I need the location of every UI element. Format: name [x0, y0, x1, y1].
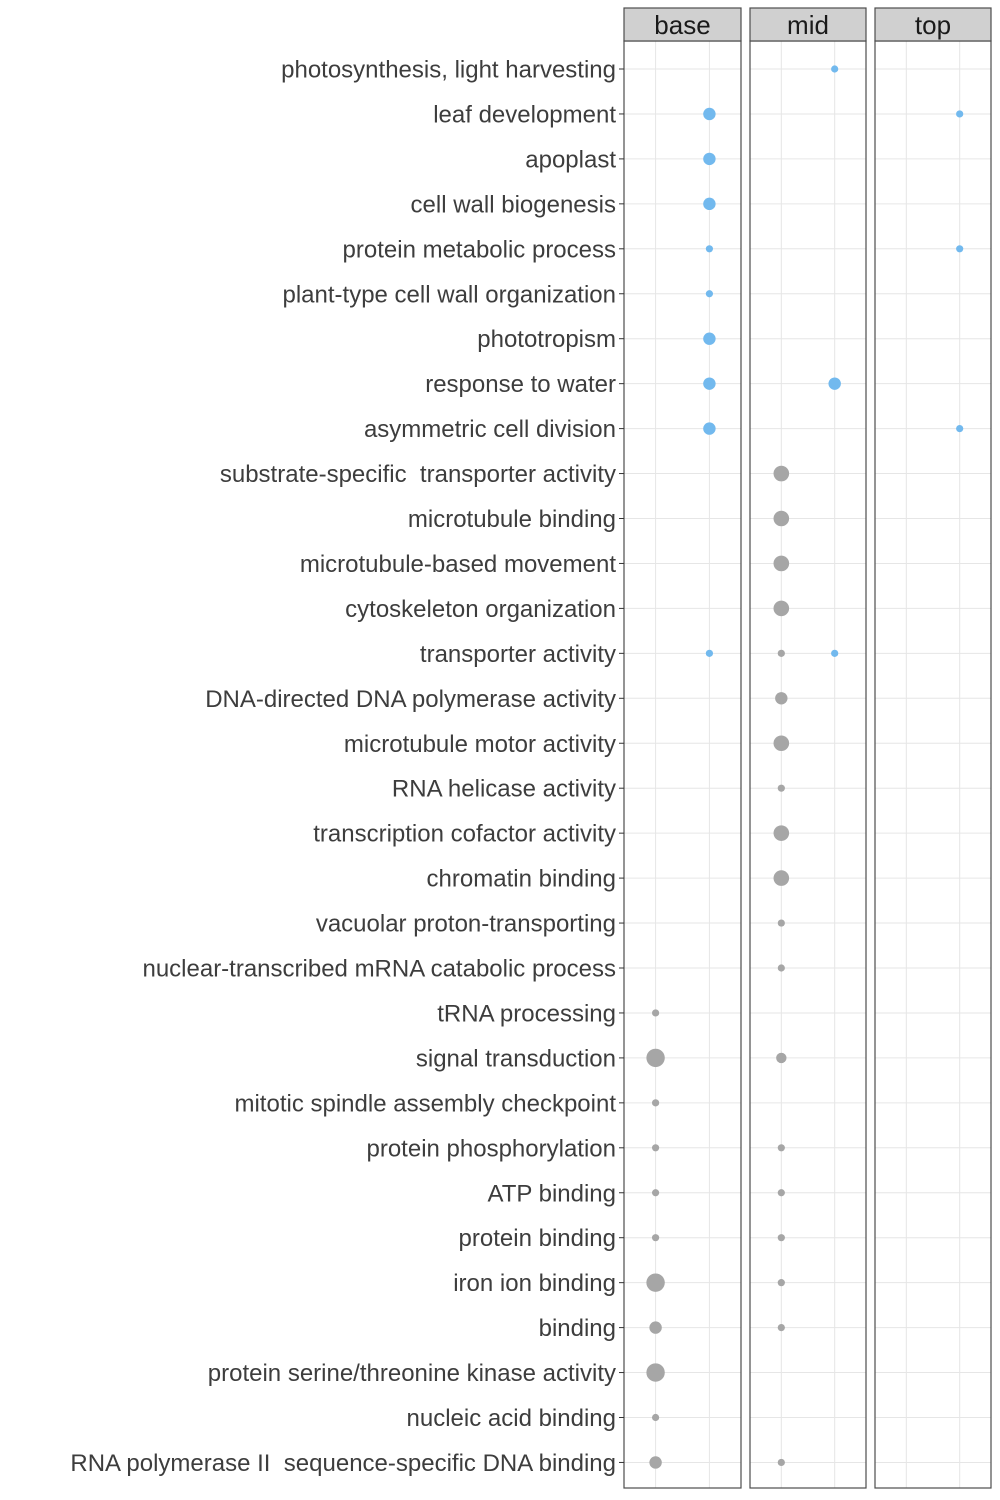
y-axis-labels: photosynthesis, light harvesting leaf dev… [70, 57, 616, 1477]
data-point [705, 649, 714, 657]
data-point [646, 1048, 665, 1068]
data-point [776, 1052, 787, 1064]
facet-label-top: top [915, 10, 951, 40]
data-point [777, 1144, 785, 1152]
data-point [703, 422, 716, 435]
y-tick-label: asymmetric cell division [364, 416, 616, 443]
data-point [703, 197, 716, 211]
data-point [651, 1234, 660, 1242]
data-point [831, 65, 839, 73]
panel-frames [623, 40, 992, 1489]
panel-frame-top [874, 40, 992, 1489]
facet-strip-top [874, 7, 992, 42]
data-point [956, 110, 964, 118]
y-tick-label: leaf development [433, 101, 616, 128]
data-point [651, 1009, 660, 1017]
y-tick-label: apoplast [525, 146, 616, 173]
data-point [956, 245, 964, 253]
data-point [703, 377, 716, 390]
data-point [705, 290, 714, 298]
y-tick-label: RNA helicase activity [392, 776, 616, 803]
y-tick-label: RNA polymerase II sequence-specific DNA … [70, 1450, 616, 1477]
data-point [773, 555, 790, 572]
data-point [777, 964, 785, 972]
data-point [649, 1321, 662, 1334]
data-point [773, 735, 790, 752]
y-tick-label: photosynthesis, light harvesting [281, 57, 616, 84]
y-tick-label: plant-type cell wall organization [282, 281, 616, 308]
data-point [773, 510, 790, 527]
facet-strips: base mid top [623, 7, 992, 42]
y-tick-label: ATP binding [487, 1180, 616, 1207]
grid-layer [624, 41, 991, 1488]
panel-frame-mid [749, 40, 867, 1489]
panel-frame-base [623, 40, 742, 1489]
data-point [651, 1189, 660, 1197]
y-tick-label: signal transduction [416, 1045, 616, 1072]
data-point [646, 1273, 665, 1292]
data-point [777, 1279, 785, 1287]
y-tick-label: transcription cofactor activity [313, 821, 616, 848]
y-tick-label: DNA-directed DNA polymerase activity [205, 686, 616, 713]
y-tick-label: microtubule binding [408, 506, 616, 533]
y-tick-label: cytoskeleton organization [345, 596, 616, 623]
y-tick-label: nucleic acid binding [407, 1405, 616, 1432]
y-tick-label: protein phosphorylation [366, 1135, 616, 1162]
data-point [773, 870, 790, 886]
facet-strip-mid [749, 7, 867, 42]
y-tick-label: vacuolar proton-transporting [316, 911, 616, 938]
data-point [777, 919, 785, 927]
y-tick-label: cell wall biogenesis [411, 191, 616, 218]
data-point [651, 1144, 660, 1152]
data-point [773, 465, 790, 482]
data-point [956, 425, 964, 433]
data-point [773, 825, 790, 841]
y-tick-label: chromatin binding [427, 866, 616, 893]
data-point [777, 1458, 785, 1467]
data-point [777, 649, 785, 657]
y-axis-ticks [619, 68, 624, 1463]
data-point [828, 377, 841, 390]
y-tick-label: protein serine/threonine kinase activity [208, 1360, 616, 1387]
data-point [703, 332, 716, 345]
y-tick-label: microtubule motor activity [344, 731, 616, 758]
y-tick-label: binding [539, 1315, 616, 1342]
data-point [646, 1363, 665, 1382]
data-point [777, 1189, 785, 1197]
facet-label-base: base [654, 10, 710, 40]
y-tick-label: tRNA processing [437, 1000, 616, 1027]
y-tick-label: transporter activity [420, 641, 616, 668]
y-tick-label: protein metabolic process [343, 236, 616, 263]
data-point [705, 245, 714, 253]
data-point [773, 600, 790, 617]
data-point [651, 1413, 660, 1422]
facet-label-mid: mid [787, 10, 829, 40]
y-tick-label: protein binding [459, 1225, 616, 1252]
data-point [649, 1456, 662, 1469]
y-tick-label: nuclear-transcribed mRNA catabolic proce… [142, 956, 616, 983]
data-point [777, 784, 785, 792]
data-point [703, 107, 716, 121]
data-point [703, 152, 716, 166]
data-points [646, 65, 964, 1469]
y-tick-label: substrate-specific transporter activity [220, 461, 616, 488]
y-tick-label: phototropism [477, 326, 616, 353]
data-point [777, 1234, 785, 1242]
y-tick-label: mitotic spindle assembly checkpoint [234, 1090, 616, 1117]
y-tick-label: response to water [425, 371, 616, 398]
y-tick-label: microtubule-based movement [300, 551, 616, 578]
data-point [775, 692, 788, 705]
data-point [831, 649, 839, 657]
facet-strip-base [623, 7, 742, 42]
data-point [651, 1099, 660, 1107]
y-tick-label: iron ion binding [453, 1270, 616, 1297]
data-point [777, 1324, 785, 1332]
